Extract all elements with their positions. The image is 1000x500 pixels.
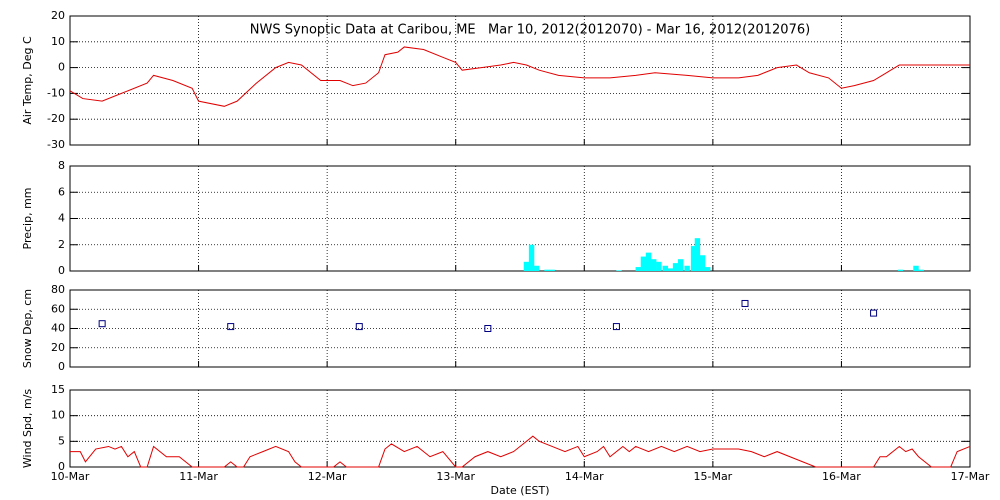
- x-tick-label: 17-Mar: [951, 470, 990, 483]
- y-tick-label: 0: [58, 264, 65, 277]
- y-tick-label: -30: [47, 138, 65, 151]
- data-line: [69, 46, 970, 107]
- bar: [662, 265, 668, 271]
- y-tick-label: 0: [58, 61, 65, 74]
- bar: [528, 244, 535, 271]
- y-tick-label: 0: [58, 460, 65, 473]
- y-tick-label: 2: [58, 238, 65, 251]
- data-line: [70, 435, 971, 468]
- y-axis-label: Snow Dep, cm: [21, 289, 34, 368]
- chart-title: NWS Synoptic Data at Caribou, ME Mar 10,…: [250, 23, 810, 38]
- bar: [897, 269, 904, 271]
- y-tick-label: 20: [51, 341, 65, 354]
- y-tick-label: 20: [51, 9, 65, 22]
- bar: [678, 259, 684, 271]
- bar: [534, 265, 540, 271]
- point: [870, 309, 878, 317]
- x-tick-label: 11-Mar: [179, 470, 218, 483]
- y-axis-label: Precip, mm: [21, 188, 34, 250]
- bar: [656, 261, 662, 271]
- y-tick-label: 8: [58, 159, 65, 172]
- point: [612, 323, 620, 331]
- y-tick-label: -10: [47, 86, 65, 99]
- point: [355, 323, 363, 331]
- x-tick-label: 10-Mar: [51, 470, 90, 483]
- y-tick-label: 0: [58, 360, 65, 373]
- y-axis-label: Air Temp, Deg C: [21, 36, 34, 125]
- point: [227, 323, 235, 331]
- bar: [694, 238, 701, 271]
- y-tick-label: 40: [51, 322, 65, 335]
- y-tick-label: 4: [58, 212, 65, 225]
- bar: [549, 269, 555, 271]
- y-tick-label: -20: [47, 112, 65, 125]
- y-tick-label: 80: [51, 283, 65, 296]
- bar: [913, 265, 919, 271]
- x-tick-label: 16-Mar: [822, 470, 861, 483]
- bar: [684, 265, 690, 271]
- x-tick-label: 12-Mar: [308, 470, 347, 483]
- bar: [645, 252, 652, 271]
- bar: [918, 269, 924, 271]
- x-tick-label: 14-Mar: [565, 470, 604, 483]
- point: [484, 325, 492, 332]
- bar: [616, 270, 622, 271]
- x-axis-label: Date (EST): [490, 484, 549, 497]
- plot-frame: [69, 389, 971, 468]
- x-tick-label: 15-Mar: [693, 470, 732, 483]
- bar: [640, 256, 647, 271]
- point: [98, 320, 106, 328]
- bar: [690, 246, 697, 271]
- bar: [667, 268, 674, 271]
- point: [741, 299, 749, 307]
- y-tick-label: 10: [51, 35, 65, 48]
- bar: [699, 255, 706, 271]
- y-tick-label: 5: [58, 434, 65, 447]
- y-tick-label: 15: [51, 383, 65, 396]
- y-axis-label: Wind Spd, m/s: [21, 389, 34, 469]
- y-tick-label: 10: [51, 409, 65, 422]
- bar: [672, 263, 679, 271]
- bar: [705, 267, 711, 271]
- y-tick-label: 60: [51, 302, 65, 315]
- x-tick-label: 13-Mar: [436, 470, 475, 483]
- bar: [651, 259, 657, 271]
- bar: [635, 267, 641, 271]
- bar: [544, 269, 550, 271]
- y-tick-label: 6: [58, 185, 65, 198]
- bar: [523, 261, 530, 271]
